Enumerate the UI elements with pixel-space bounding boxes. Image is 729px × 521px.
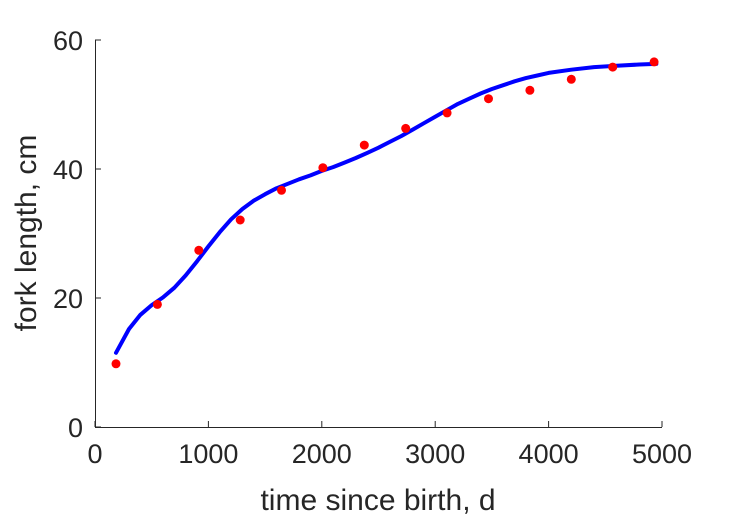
data-point [318, 163, 328, 173]
data-point [359, 140, 369, 150]
data-point [111, 359, 121, 369]
y-tick-label: 0 [68, 413, 83, 443]
plot-area [95, 40, 662, 428]
x-tick-label: 0 [87, 439, 102, 469]
data-point [525, 85, 535, 95]
data-point [442, 108, 452, 118]
x-ticks: 0 1000 2000 3000 4000 5000 [87, 421, 692, 469]
data-point [235, 215, 245, 225]
x-tick-label: 1000 [178, 439, 238, 469]
fit-line [114, 61, 659, 355]
x-tick-label: 3000 [405, 439, 465, 469]
series-layer [111, 57, 659, 369]
y-tick-label: 60 [53, 26, 83, 56]
data-point [484, 94, 493, 104]
data-point [608, 62, 618, 72]
x-tick-label: 2000 [292, 439, 352, 469]
data-point [401, 123, 411, 133]
y-axis-label: fork length, cm [10, 135, 43, 332]
y-ticks: 0 20 40 60 [53, 26, 101, 443]
y-tick-label: 20 [53, 284, 83, 314]
data-point [277, 185, 286, 195]
data-point [152, 299, 162, 309]
y-tick-label: 40 [53, 155, 83, 185]
x-tick-label: 4000 [519, 439, 579, 469]
x-tick-label: 5000 [632, 439, 692, 469]
data-point [194, 245, 204, 255]
data-point [649, 57, 659, 67]
data-point [566, 74, 576, 84]
x-axis-label: time since birth, d [260, 484, 495, 517]
